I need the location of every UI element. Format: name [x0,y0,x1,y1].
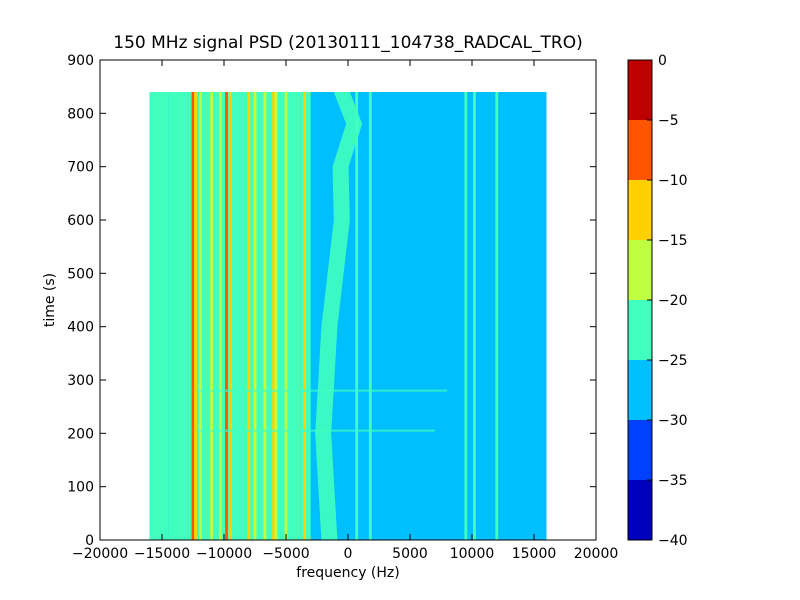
colorbar-tick-label: −25 [658,353,688,369]
colorbar-tick-label: −30 [658,413,688,429]
colorbar-bands [628,60,652,540]
heatmap-spectral-line [272,92,275,540]
heatmap-spectral-line [473,92,476,540]
heatmap-spectral-line [263,92,267,540]
colorbar-band [628,300,652,360]
heatmap-spectral-line [303,92,306,540]
heatmap-spectral-line [495,92,499,540]
heatmap-spectral-line [253,92,257,540]
heatmap-spectral-line [247,92,251,540]
x-axis: −20000 −15000 −10000 −5000 0 5000 10000 15000 20… [72,60,618,562]
x-tick-label: −10000 [196,546,252,562]
y-tick-label: 300 [67,373,94,389]
heatmap-spectral-line [274,92,278,540]
x-axis-label: frequency (Hz) [296,565,399,581]
y-axis-label: time (s) [42,273,58,327]
colorbar-tick-label: −15 [658,233,688,249]
y-tick-label: 400 [67,320,94,336]
chart-title: 150 MHz signal PSD (20130111_104738_RADC… [113,33,582,53]
colorbar-tick-label: −40 [658,533,688,549]
colorbar-tick-label: −10 [658,173,688,189]
colorbar: 0 −5 −10 −15 −20 −25 −30 −35 −40 [627,53,688,549]
y-tick-label: 900 [67,53,94,69]
x-tick-label: 5000 [392,546,428,562]
heatmap-spectral-line [464,92,468,540]
colorbar-band [628,420,652,480]
x-tick-label: −20000 [72,546,128,562]
heatmap-spectral-line [225,92,228,540]
heatmap-time-line [199,389,448,392]
x-tick-label: 0 [344,546,353,562]
heatmap-region [168,92,311,540]
colorbar-band [628,120,652,180]
y-tick-label: 0 [85,533,94,549]
colorbar-band [628,480,652,540]
y-tick-label: 100 [67,480,94,496]
heatmap [149,92,547,540]
y-tick-label: 200 [67,426,94,442]
colorbar-band [628,240,652,300]
heatmap-spectral-line [218,92,222,540]
x-tick-label: −15000 [134,546,190,562]
colorbar-tick-label: −20 [658,293,688,309]
heatmap-spectral-line [355,92,359,540]
colorbar-band [628,60,652,120]
colorbar-axis: 0 −5 −10 −15 −20 −25 −30 −35 −40 [647,53,688,549]
colorbar-tick-label: −35 [658,473,688,489]
heatmap-spectral-line [368,92,372,540]
y-tick-label: 600 [67,213,94,229]
heatmap-region [149,92,169,540]
colorbar-tick-label: 0 [658,53,667,69]
heatmap-spectral-line [210,92,213,540]
heatmap-spectral-line [228,92,232,540]
x-tick-label: 20000 [574,546,619,562]
y-tick-label: 800 [67,106,94,122]
heatmap-drift-feature [315,92,363,540]
heatmap-spectral-line [191,92,195,540]
heatmap-spectral-line [284,92,288,540]
heatmap-spectral-line [194,92,197,540]
y-axis: 0 100 200 300 400 500 600 700 800 900 [67,53,596,549]
x-tick-label: 10000 [450,546,495,562]
colorbar-band [628,360,652,420]
colorbar-band [628,180,652,240]
colorbar-tick-label: −5 [658,113,679,129]
heatmap-spectral-line [199,92,202,540]
heatmap-region [372,92,547,540]
y-tick-label: 700 [67,160,94,176]
x-tick-label: 15000 [512,546,557,562]
plot-area: −20000 −15000 −10000 −5000 0 5000 10000 15000 20… [67,53,618,562]
heatmap-region [348,92,373,540]
x-tick-label: −5000 [262,546,309,562]
y-tick-label: 500 [67,266,94,282]
heatmap-time-line [199,429,435,432]
